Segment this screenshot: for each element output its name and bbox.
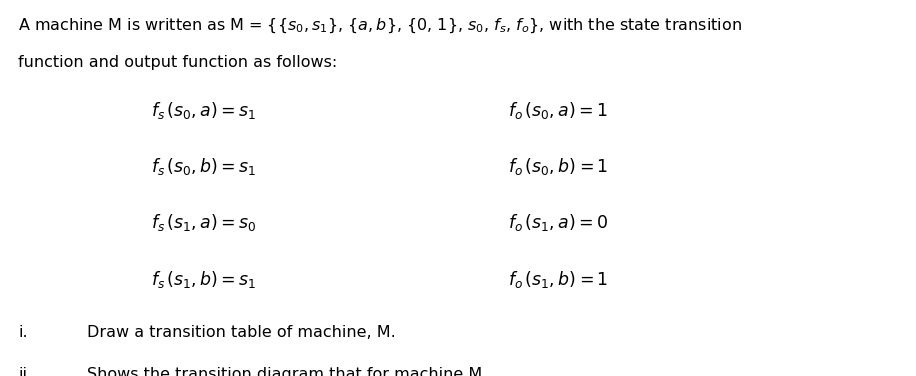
Text: $f_o\,(s_0,b) = 1$: $f_o\,(s_0,b) = 1$ — [508, 156, 609, 177]
Text: $f_s\,(s_1,b) = s_1$: $f_s\,(s_1,b) = s_1$ — [151, 269, 256, 290]
Text: Draw a transition table of machine, M.: Draw a transition table of machine, M. — [87, 325, 396, 340]
Text: ii.: ii. — [18, 367, 32, 376]
Text: $f_s\,(s_1,a) = s_0$: $f_s\,(s_1,a) = s_0$ — [151, 212, 256, 233]
Text: $f_s\,(s_0,a) = s_1$: $f_s\,(s_0,a) = s_1$ — [151, 100, 256, 121]
Text: $f_s\,(s_0,b) = s_1$: $f_s\,(s_0,b) = s_1$ — [151, 156, 256, 177]
Text: i.: i. — [18, 325, 28, 340]
Text: function and output function as follows:: function and output function as follows: — [18, 55, 338, 70]
Text: $f_o\,(s_0,a) = 1$: $f_o\,(s_0,a) = 1$ — [508, 100, 608, 121]
Text: A machine M is written as M = {{$s_0, s_1$}, {$a, b$}, {0, 1}, $s_0$, $f_s$, $f_: A machine M is written as M = {{$s_0, s_… — [18, 17, 742, 35]
Text: $f_o\,(s_1,b) = 1$: $f_o\,(s_1,b) = 1$ — [508, 269, 609, 290]
Text: $f_o\,(s_1,a) = 0$: $f_o\,(s_1,a) = 0$ — [508, 212, 609, 233]
Text: Shows the transition diagram that for machine M.: Shows the transition diagram that for ma… — [87, 367, 487, 376]
